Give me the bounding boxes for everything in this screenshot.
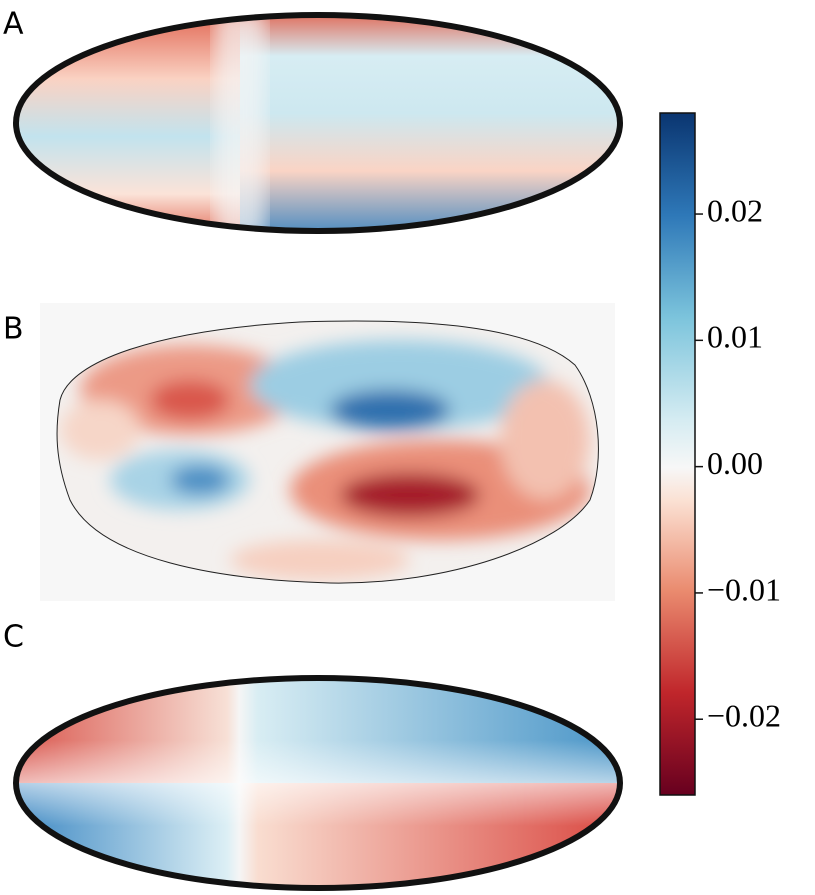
panel-label: B <box>3 312 24 347</box>
panel-label: A <box>3 7 24 42</box>
map-b <box>57 321 599 584</box>
tick-label: −0.02 <box>707 698 781 734</box>
colorbar <box>659 112 696 796</box>
tick-label: 0.00 <box>707 445 763 481</box>
tick-label: −0.01 <box>707 571 781 607</box>
map-outline <box>56 320 599 584</box>
map-outline <box>13 12 623 234</box>
tick-label: 0.02 <box>707 192 763 228</box>
panel-label: C <box>3 620 24 655</box>
map-outline <box>13 675 623 891</box>
tick-label: 0.01 <box>707 319 763 355</box>
